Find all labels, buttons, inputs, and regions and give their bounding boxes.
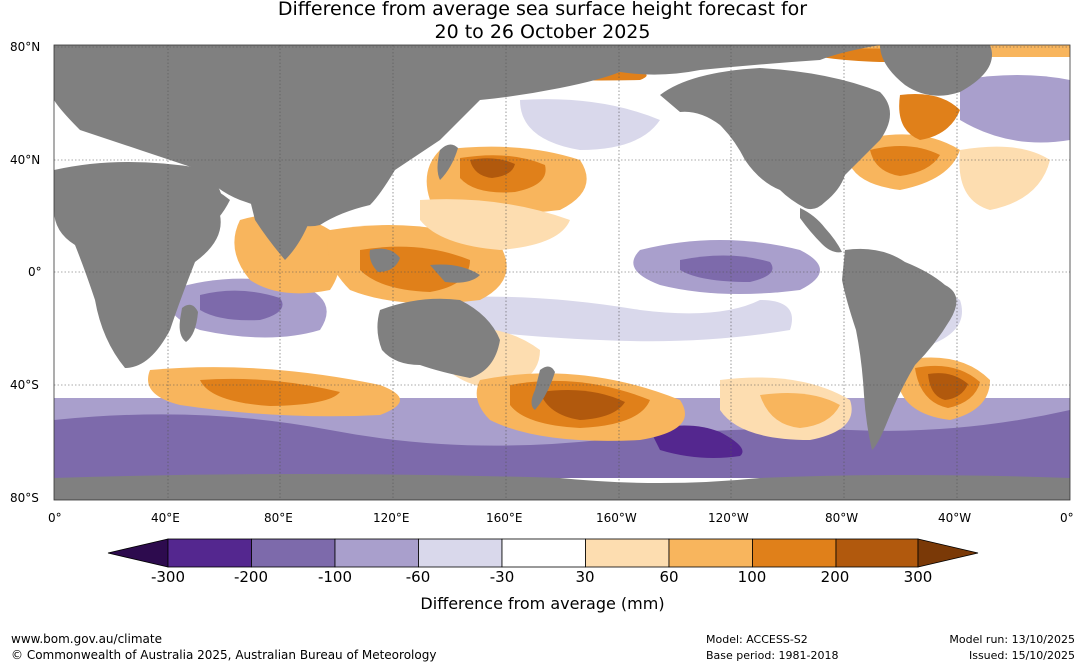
antarctica [54, 474, 1070, 500]
colorbar-segment [418, 538, 503, 568]
graticule [54, 45, 1070, 500]
lon-label: 40°W [938, 511, 972, 525]
north-atlantic-orange [959, 146, 1050, 210]
model-name: Model: ACCESS-S2 [706, 633, 808, 646]
india [250, 200, 310, 260]
colorbar-segment [752, 538, 837, 568]
colorbar-tick: -200 [233, 568, 269, 586]
colorbar-tick: -30 [489, 568, 515, 586]
title-line-1: Difference from average sea surface heig… [277, 0, 808, 20]
colorbar-tick: -60 [405, 568, 431, 586]
borneo [369, 248, 400, 272]
north-atlantic-purple [960, 75, 1070, 143]
base-period: Base period: 1981-2018 [706, 649, 839, 662]
colorbar-segment [167, 538, 252, 568]
north-pacific-dark-orange [470, 158, 515, 178]
lon-label: 0° [48, 511, 62, 525]
eurasia [54, 45, 880, 227]
colorbar-title: Difference from average (mm) [420, 594, 665, 613]
colorbar-segment [835, 538, 919, 568]
issued-date: Issued: 15/10/2025 [968, 649, 1075, 662]
colorbar-extend-low [107, 538, 169, 568]
pacific-purple [420, 296, 792, 342]
colorbar-segment [251, 538, 336, 568]
south-atlantic-dark-orange [928, 373, 968, 400]
map-frame [53, 44, 1071, 501]
colorbar-segment [334, 538, 419, 568]
lat-label: 0° [28, 265, 42, 279]
colorbar-tick: 300 [903, 568, 933, 586]
lon-label: 0° [1060, 511, 1074, 525]
colorbar-extend-high [917, 538, 979, 568]
madagascar [179, 304, 198, 342]
model-run-date: Model run: 13/10/2025 [949, 633, 1075, 646]
lat-label: 40°N [10, 153, 41, 167]
lon-label: 40°E [151, 511, 180, 525]
pacific-purple [680, 255, 773, 282]
south-america [842, 248, 957, 450]
colorbar-tick: -100 [317, 568, 353, 586]
colorbar-segment [668, 538, 753, 568]
website-link[interactable]: www.bom.gov.au/climate [11, 632, 162, 646]
southern-indian-orange [200, 378, 340, 406]
southern-ocean-band [54, 410, 1070, 478]
lat-label: 40°S [10, 378, 39, 392]
central-america [800, 208, 842, 253]
colorbar-tick: 100 [737, 568, 767, 586]
title-line-2: 20 to 26 October 2025 [434, 21, 651, 43]
arabia [175, 175, 230, 230]
colorbar [107, 538, 979, 568]
lon-label: 120°E [373, 511, 410, 525]
west-pacific-orange [420, 199, 570, 250]
indian-ocean-purple [200, 290, 283, 321]
north-pacific-purple [520, 99, 660, 150]
copyright-text: © Commonwealth of Australia 2025, Austra… [11, 648, 437, 662]
colorbar-tick: 60 [659, 568, 679, 586]
lon-label: 80°E [264, 511, 293, 525]
colorbar-tick: 200 [820, 568, 850, 586]
lon-label: 80°W [825, 511, 859, 525]
lon-label: 160°E [486, 511, 523, 525]
africa [54, 161, 223, 368]
land [54, 45, 1070, 500]
japan [437, 144, 458, 180]
colorbar-segment [501, 538, 586, 568]
south-pacific-dark-orange [540, 389, 625, 420]
new-zealand [531, 366, 555, 410]
lat-label: 80°N [10, 40, 41, 54]
greenland [880, 45, 992, 96]
australia [377, 298, 500, 378]
lon-label: 160°W [596, 511, 637, 525]
colorbar-segment [585, 538, 670, 568]
colorbar-tick: 30 [575, 568, 595, 586]
southern-ocean-dark-patch [650, 425, 743, 458]
lat-label: 80°S [10, 491, 39, 505]
lon-label: 120°W [708, 511, 749, 525]
southeast-pacific-orange [760, 392, 840, 428]
gulf-stream-orange [870, 146, 940, 176]
new-guinea [430, 264, 480, 283]
colorbar-tick: -300 [150, 568, 186, 586]
north-america [660, 68, 890, 210]
north-atlantic-orange [899, 94, 960, 140]
